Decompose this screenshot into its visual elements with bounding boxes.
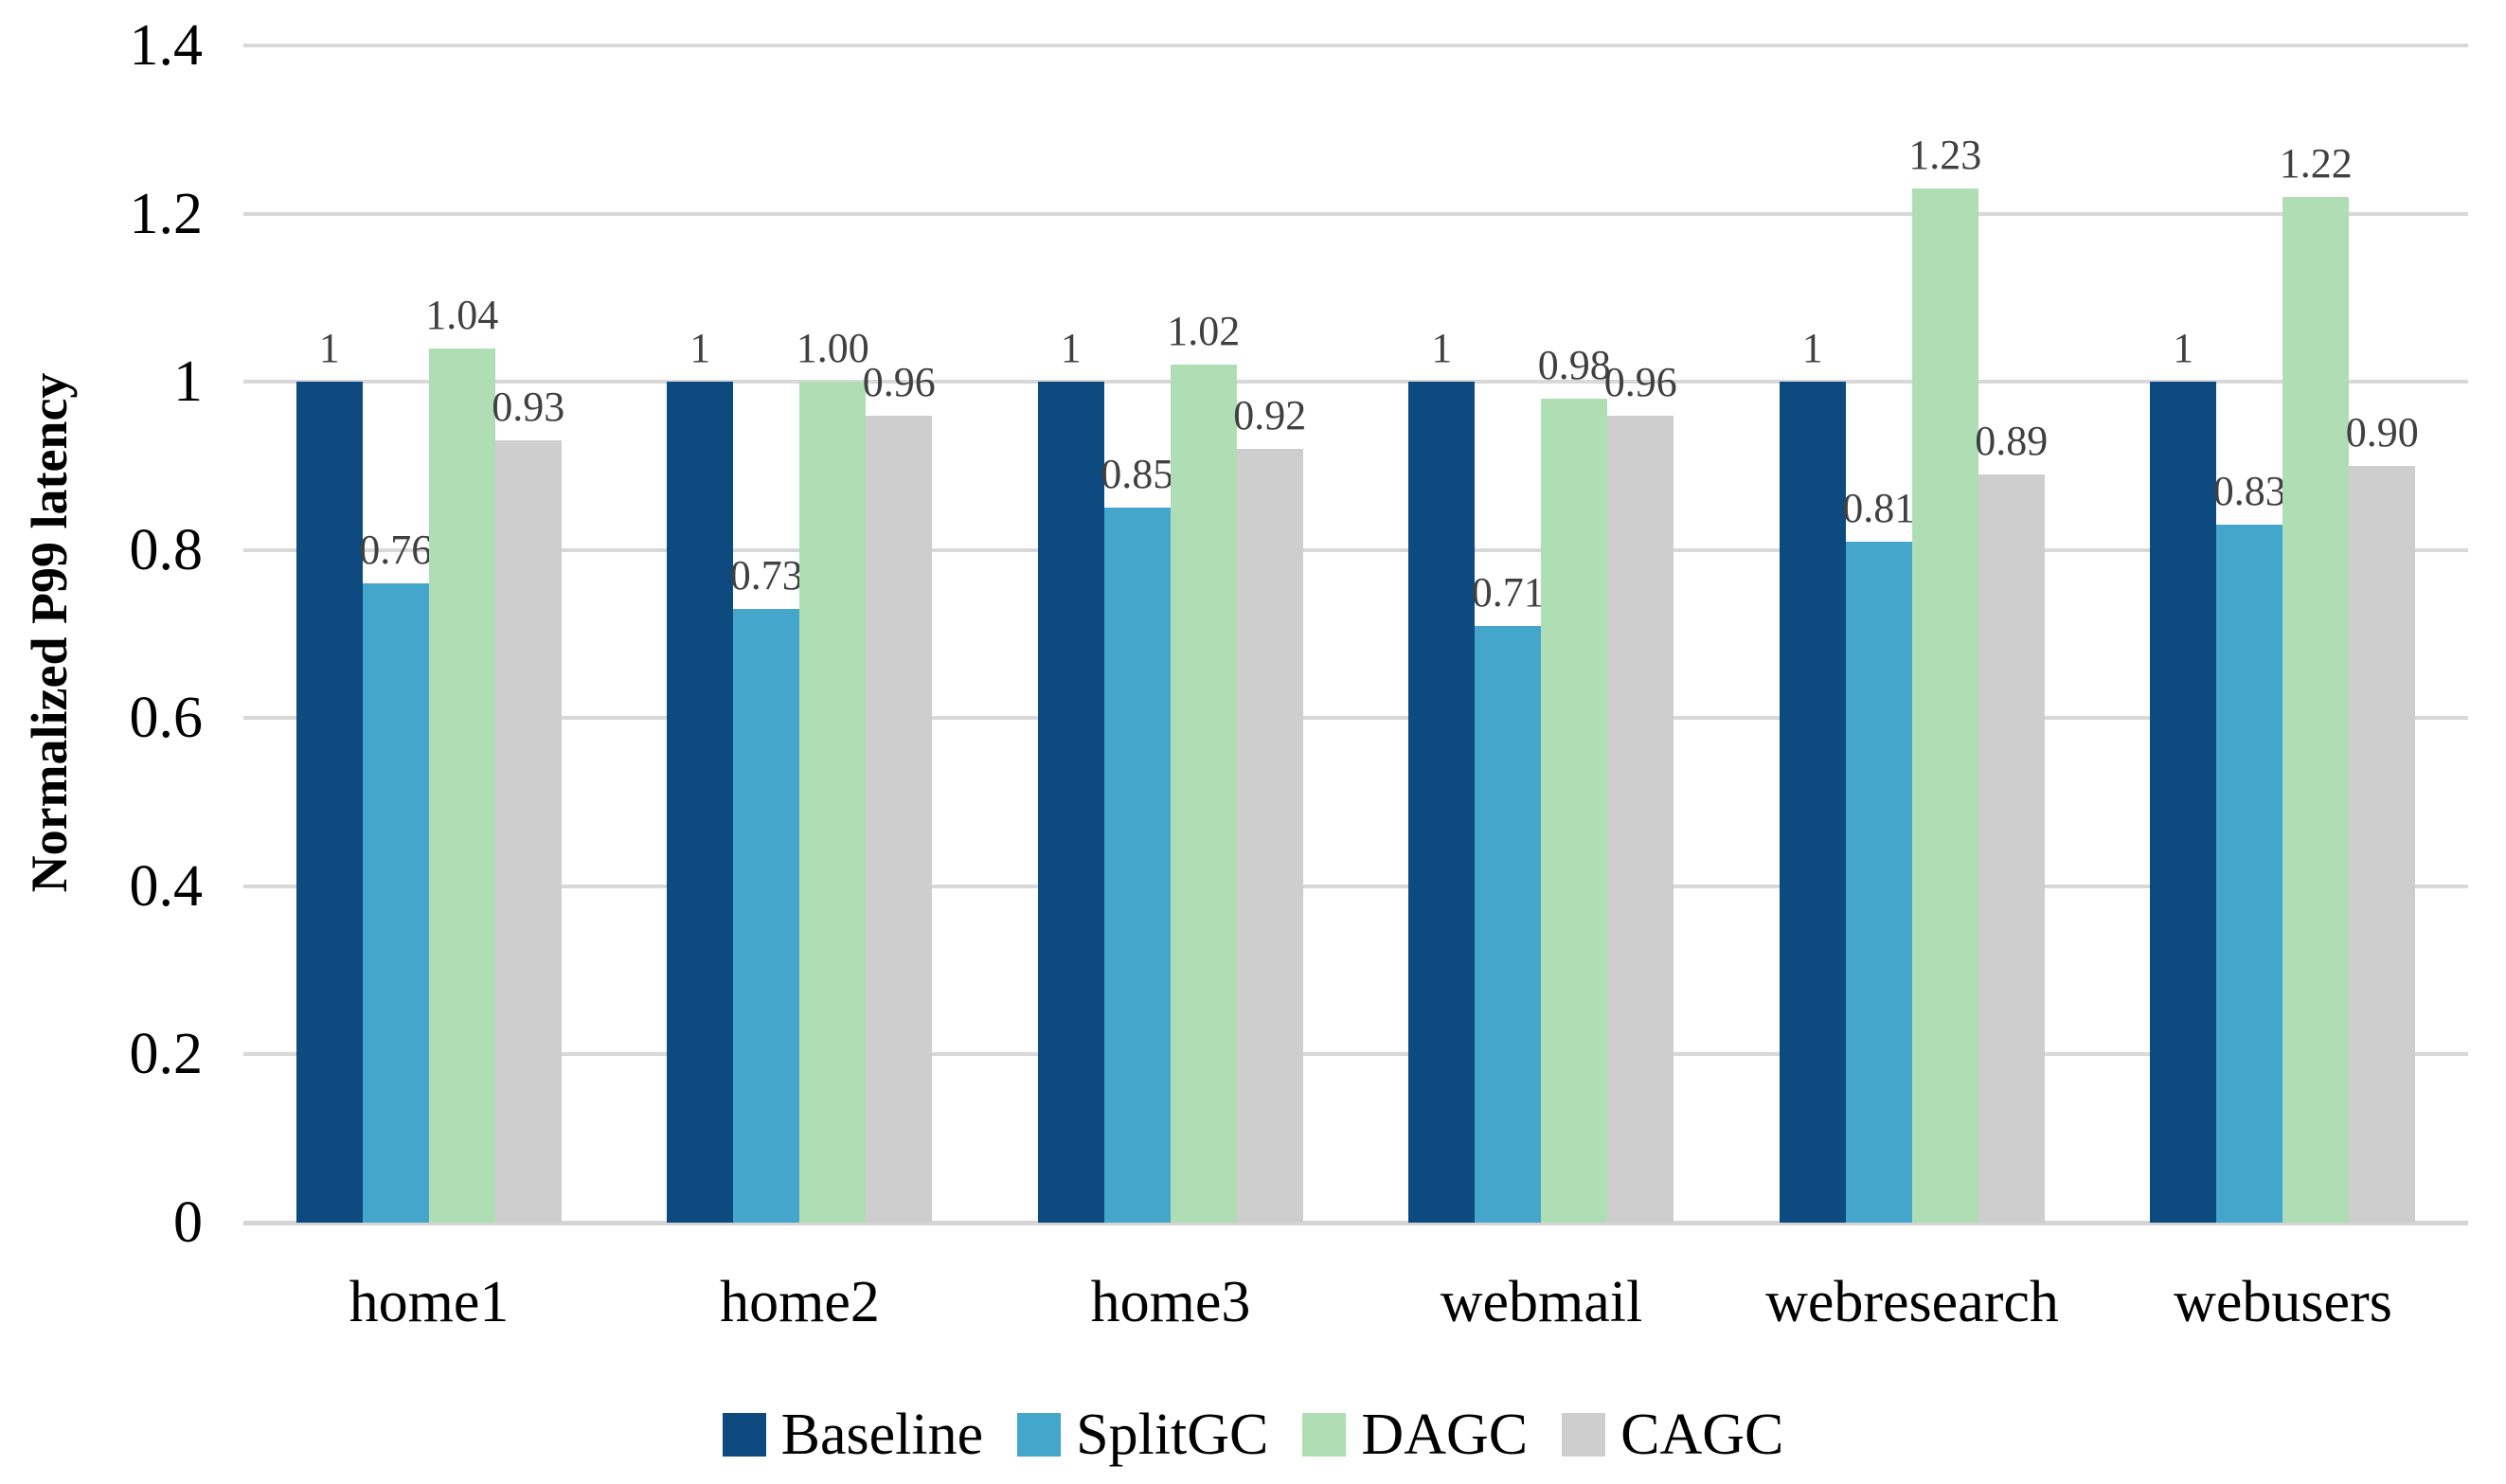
- y-tick-label: 1: [173, 349, 203, 415]
- y-tick-label: 0: [173, 1190, 203, 1255]
- bar-dagc-webresearch: [1911, 188, 1978, 1223]
- legend-swatch-splitgc: [1017, 1413, 1062, 1457]
- bar-cagc-home2: [866, 415, 933, 1223]
- x-tick-label-webresearch: webresearch: [1765, 1270, 2059, 1334]
- value-label: 1: [1060, 325, 1082, 372]
- value-label: 0.76: [359, 527, 433, 574]
- gridline: [243, 1052, 2468, 1057]
- y-tick-label: 1.2: [129, 181, 204, 246]
- y-axis-title: Normalized P99 latency: [21, 372, 78, 893]
- value-label: 0.93: [492, 384, 565, 431]
- gridline: [243, 380, 2468, 384]
- bar-dagc-home3: [1170, 365, 1237, 1223]
- bar-dagc-webmail: [1541, 398, 1608, 1223]
- bar-splitgc-webusers: [2216, 525, 2283, 1223]
- x-tick-label-home2: home2: [720, 1270, 880, 1334]
- x-tick-label-webusers: webusers: [2174, 1270, 2392, 1334]
- value-label: 0.71: [1471, 568, 1545, 616]
- bar-splitgc-webmail: [1475, 625, 1542, 1223]
- value-label: 1: [2173, 325, 2194, 372]
- gridline: [243, 211, 2468, 216]
- y-tick-label: 0.4: [129, 853, 204, 919]
- value-label: 1.02: [1167, 308, 1241, 355]
- legend: Baseline SplitGC DAGC CAGC: [0, 1404, 2506, 1466]
- legend-label: Baseline: [780, 1403, 984, 1467]
- value-label: 0.96: [862, 358, 936, 405]
- x-tick-label-home3: home3: [1090, 1270, 1251, 1334]
- value-label: 1: [318, 325, 340, 372]
- bar-cagc-home3: [1236, 449, 1303, 1223]
- y-tick-label: 0.2: [129, 1022, 204, 1087]
- value-label: 1: [1431, 325, 1453, 372]
- value-label: 1.23: [1908, 131, 1982, 178]
- bar-splitgc-webresearch: [1845, 541, 1912, 1223]
- bar-dagc-home1: [428, 348, 495, 1223]
- legend-label: DAGC: [1361, 1403, 1529, 1467]
- gridline: [243, 884, 2468, 888]
- bar-cagc-webresearch: [1978, 474, 2045, 1223]
- bar-baseline-home2: [667, 382, 734, 1223]
- bar-baseline-webusers: [2150, 382, 2217, 1223]
- legend-swatch-dagc: [1302, 1413, 1347, 1457]
- y-tick-label: 0.6: [129, 686, 204, 751]
- value-label: 0.73: [729, 551, 803, 599]
- x-axis-line: [243, 1220, 2468, 1225]
- value-label: 0.89: [1975, 417, 2049, 464]
- legend-item-cagc: CAGC: [1562, 1404, 1783, 1466]
- value-label: 1.04: [425, 291, 499, 338]
- bar-splitgc-home1: [362, 583, 429, 1223]
- x-tick-label-webmail: webmail: [1440, 1270, 1643, 1334]
- value-label: 0.96: [1603, 358, 1677, 405]
- gridline: [243, 716, 2468, 721]
- bar-baseline-webresearch: [1779, 382, 1846, 1223]
- x-tick-label-home1: home1: [349, 1270, 510, 1334]
- legend-swatch-cagc: [1562, 1413, 1606, 1457]
- bar-baseline-home1: [295, 382, 363, 1223]
- value-label: 0.90: [2345, 408, 2419, 456]
- bar-cagc-webmail: [1607, 415, 1674, 1223]
- bar-cagc-home1: [494, 440, 562, 1223]
- value-label: 1: [1801, 325, 1823, 372]
- bar-cagc-webusers: [2349, 465, 2416, 1223]
- value-label: 1.22: [2279, 139, 2353, 187]
- gridline: [243, 44, 2468, 47]
- legend-swatch-baseline: [722, 1413, 766, 1457]
- legend-item-splitgc: SplitGC: [1017, 1404, 1268, 1466]
- y-tick-label: 0.8: [129, 517, 204, 582]
- bar-splitgc-home3: [1103, 508, 1171, 1223]
- legend-label: CAGC: [1620, 1403, 1784, 1467]
- value-label: 1.00: [796, 325, 869, 372]
- y-tick-label: 1.4: [129, 13, 204, 78]
- bar-dagc-webusers: [2282, 196, 2350, 1223]
- gridline: [243, 547, 2468, 552]
- legend-label: SplitGC: [1076, 1403, 1269, 1467]
- value-label: 0.81: [1842, 484, 1916, 531]
- legend-item-baseline: Baseline: [722, 1403, 984, 1467]
- value-label: 0.98: [1537, 341, 1611, 388]
- value-label: 0.83: [2212, 468, 2286, 515]
- bar-baseline-webmail: [1408, 382, 1476, 1223]
- bar-dagc-home2: [799, 382, 867, 1223]
- value-label: 1: [689, 325, 711, 372]
- value-label: 0.85: [1101, 451, 1174, 498]
- bar-baseline-home3: [1037, 382, 1104, 1223]
- legend-item-dagc: DAGC: [1302, 1404, 1528, 1466]
- value-label: 0.92: [1233, 392, 1307, 439]
- bar-splitgc-home2: [733, 608, 800, 1223]
